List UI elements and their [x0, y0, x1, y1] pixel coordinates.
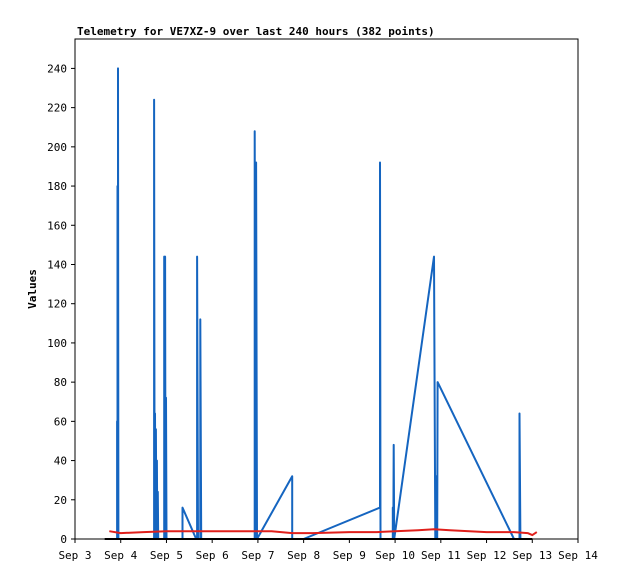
y-tick-label: 0 — [60, 533, 67, 546]
x-tick-label: Sep 10 — [375, 549, 415, 562]
series-line-2 — [109, 528, 538, 537]
series-line-1 — [116, 67, 522, 540]
x-tick-label: Sep 13 — [512, 549, 552, 562]
y-tick-label: 80 — [54, 376, 67, 389]
x-tick-label: Sep 11 — [421, 549, 461, 562]
x-tick-label: Sep 6 — [196, 549, 229, 562]
chart-title: Telemetry for VE7XZ-9 over last 240 hour… — [77, 25, 435, 38]
y-tick-label: 220 — [47, 102, 67, 115]
y-tick-label: 60 — [54, 415, 67, 428]
x-tick-label: Sep 4 — [104, 549, 137, 562]
y-tick-label: 180 — [47, 180, 67, 193]
x-tick-label: Sep 3 — [58, 549, 91, 562]
y-axis-label: Values — [26, 269, 39, 309]
y-axis: 0 20 40 60 80 100 120 140 160 180 200 220 240 — [47, 62, 75, 546]
x-tick-label: Sep 5 — [150, 549, 183, 562]
plot-frame — [74, 38, 579, 540]
x-tick-label: Sep 8 — [287, 549, 320, 562]
y-tick-label: 140 — [47, 258, 67, 271]
x-tick-label: Sep 12 — [467, 549, 507, 562]
y-tick-label: 40 — [54, 455, 67, 468]
y-tick-label: 240 — [47, 62, 67, 75]
y-tick-label: 20 — [54, 494, 67, 507]
x-axis: Sep 3 Sep 4 Sep 5 Sep 6 Sep 7 Sep 8 Sep 9 Sep 1… — [58, 539, 598, 562]
x-tick-label: Sep 14 — [558, 549, 598, 562]
x-tick-label: Sep 9 — [333, 549, 366, 562]
y-tick-label: 100 — [47, 337, 67, 350]
x-tick-label: Sep 7 — [241, 549, 274, 562]
plot-area — [104, 67, 538, 540]
y-tick-label: 200 — [47, 141, 67, 154]
y-tick-label: 160 — [47, 219, 67, 232]
y-tick-label: 120 — [47, 298, 67, 311]
